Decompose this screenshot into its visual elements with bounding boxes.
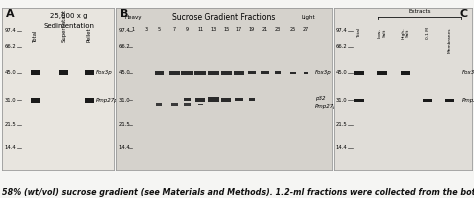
Bar — [155, 71, 164, 75]
Text: Pmp27p: Pmp27p — [462, 98, 474, 103]
Bar — [354, 71, 364, 75]
Text: 97.4: 97.4 — [5, 28, 16, 33]
Text: 45.0: 45.0 — [118, 70, 130, 75]
Text: 45.0: 45.0 — [336, 70, 347, 75]
Text: 14.4: 14.4 — [5, 145, 16, 150]
Bar — [221, 71, 231, 75]
Bar — [85, 98, 94, 103]
Text: Sucrose Gradient Fractions: Sucrose Gradient Fractions — [172, 13, 276, 22]
Text: 5: 5 — [158, 27, 161, 32]
Text: 23: 23 — [275, 27, 281, 32]
Text: 7: 7 — [173, 27, 176, 32]
Text: p32: p32 — [315, 95, 325, 101]
Bar — [208, 71, 219, 75]
Text: 21.5: 21.5 — [336, 122, 347, 127]
Text: 31.0: 31.0 — [118, 98, 130, 103]
Bar — [221, 98, 231, 102]
Text: 21: 21 — [262, 27, 268, 32]
Bar — [171, 103, 178, 106]
Text: Total: Total — [357, 27, 361, 38]
Text: 31.0: 31.0 — [5, 98, 16, 103]
Text: Heavy: Heavy — [125, 15, 142, 20]
Text: Sedimentation: Sedimentation — [44, 23, 95, 29]
Text: 9: 9 — [186, 27, 189, 32]
Bar — [235, 98, 243, 101]
Bar — [290, 71, 296, 74]
Text: Pmp27p: Pmp27p — [315, 104, 337, 109]
Text: Membranes: Membranes — [447, 27, 452, 53]
Text: 19: 19 — [249, 27, 255, 32]
Bar — [31, 98, 40, 103]
Bar — [423, 99, 432, 102]
Bar — [208, 97, 219, 102]
Text: 3: 3 — [145, 27, 148, 32]
Text: 25: 25 — [290, 27, 296, 32]
Text: 27: 27 — [303, 27, 309, 32]
Text: 15: 15 — [223, 27, 229, 32]
Bar — [261, 71, 269, 74]
Text: 21.5: 21.5 — [5, 122, 16, 127]
Text: 66.2: 66.2 — [118, 44, 130, 49]
Bar — [195, 98, 205, 102]
Text: 25,000 x g: 25,000 x g — [50, 13, 88, 19]
Bar — [184, 98, 191, 101]
Text: 17: 17 — [236, 27, 242, 32]
Text: High-
Salt: High- Salt — [401, 27, 410, 39]
Bar — [249, 98, 255, 101]
Text: 58% (wt/vol) sucrose gradient (see Materials and Methods). 1.2-ml fractions were: 58% (wt/vol) sucrose gradient (see Mater… — [2, 188, 474, 197]
Bar — [401, 71, 410, 75]
Text: Pellet: Pellet — [87, 27, 92, 42]
Text: 97.4: 97.4 — [336, 28, 347, 33]
Bar — [169, 71, 180, 75]
Text: Pmp27p: Pmp27p — [96, 98, 118, 103]
Bar — [248, 71, 256, 74]
Text: 97.4: 97.4 — [118, 28, 130, 33]
Text: Fox3p: Fox3p — [315, 70, 331, 75]
Text: 1: 1 — [132, 27, 135, 32]
Bar — [377, 71, 387, 75]
Bar — [354, 99, 364, 102]
Text: B: B — [120, 9, 129, 19]
Bar — [184, 103, 191, 106]
Text: Light: Light — [301, 15, 315, 20]
Text: Supernatant: Supernatant — [61, 9, 66, 42]
Text: 66.2: 66.2 — [5, 44, 16, 49]
Text: 14.4: 14.4 — [118, 145, 130, 150]
Text: A: A — [6, 9, 14, 19]
Text: 14.4: 14.4 — [336, 145, 347, 150]
Bar — [85, 70, 94, 75]
Bar — [303, 72, 308, 74]
Text: 66.2: 66.2 — [336, 44, 347, 49]
Bar — [182, 71, 193, 75]
Text: Fox3p: Fox3p — [96, 70, 113, 75]
Text: Extracts: Extracts — [408, 9, 431, 14]
Text: 13: 13 — [210, 27, 216, 32]
Text: C: C — [459, 9, 467, 19]
Bar — [156, 103, 163, 106]
Text: Total: Total — [33, 30, 38, 42]
Bar — [31, 70, 40, 75]
Text: Fox3p: Fox3p — [462, 70, 474, 75]
Bar — [194, 71, 206, 75]
Text: 21.5: 21.5 — [118, 122, 130, 127]
Bar — [234, 71, 244, 75]
Text: 31.0: 31.0 — [336, 98, 347, 103]
Text: Low-
Salt: Low- Salt — [378, 27, 387, 38]
Text: 0.1 M: 0.1 M — [426, 27, 429, 39]
Bar — [274, 71, 281, 74]
Bar — [198, 104, 203, 106]
Text: 45.0: 45.0 — [5, 70, 16, 75]
Text: 11: 11 — [197, 27, 203, 32]
Bar — [445, 99, 455, 102]
Bar — [59, 70, 68, 75]
